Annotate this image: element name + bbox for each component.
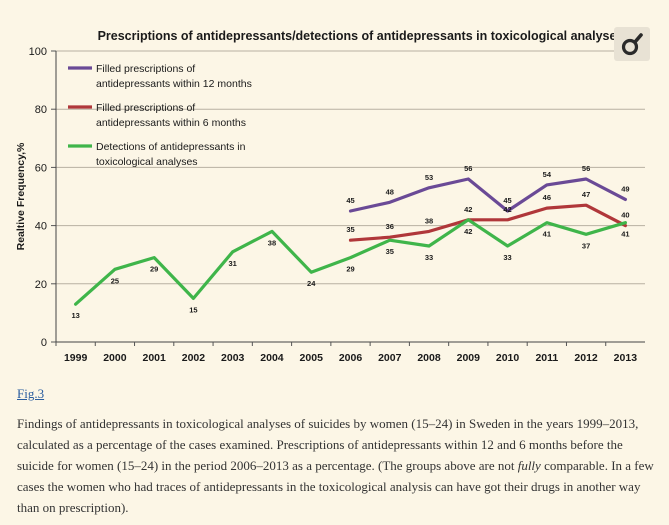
data-label: 36 bbox=[386, 222, 394, 231]
data-label: 38 bbox=[268, 238, 276, 247]
x-tick-label: 2005 bbox=[300, 352, 324, 364]
x-tick-label: 2007 bbox=[378, 352, 402, 364]
data-label: 33 bbox=[503, 253, 511, 262]
data-label: 53 bbox=[425, 173, 433, 182]
data-label: 35 bbox=[386, 247, 394, 256]
legend-label: Filled prescriptions of bbox=[96, 63, 195, 75]
data-label: 45 bbox=[503, 196, 511, 205]
data-label: 31 bbox=[229, 259, 237, 268]
data-label: 49 bbox=[621, 184, 629, 193]
x-tick-label: 2012 bbox=[574, 352, 598, 364]
series-line-1 bbox=[348, 177, 627, 213]
y-tick-label: 100 bbox=[29, 46, 47, 58]
x-tick-label: 2011 bbox=[535, 352, 558, 364]
chart-canvas: Prescriptions of antidepressants/detecti… bbox=[15, 29, 645, 364]
data-label: 25 bbox=[111, 276, 119, 285]
chart: Prescriptions of antidepressants/detecti… bbox=[0, 20, 669, 380]
data-label: 42 bbox=[503, 205, 511, 214]
chart-title: Prescriptions of antidepressants/detecti… bbox=[98, 29, 624, 43]
data-label: 47 bbox=[582, 190, 590, 199]
x-tick-label: 2000 bbox=[103, 352, 127, 364]
legend-label: toxicological analyses bbox=[96, 156, 198, 168]
data-label: 15 bbox=[189, 305, 197, 314]
data-label: 48 bbox=[386, 187, 394, 196]
caption-text-end: comparable. In a few cases the women who… bbox=[17, 458, 654, 515]
x-tick-label: 2008 bbox=[417, 352, 441, 364]
legend-label: Detections of antidepressants in bbox=[96, 141, 246, 153]
data-label: 40 bbox=[621, 211, 629, 220]
legend-label: Filled prescriptions of bbox=[96, 102, 195, 114]
data-label: 41 bbox=[621, 230, 629, 239]
y-axis-label: Realtive Frequency,% bbox=[15, 142, 27, 250]
magnify-button[interactable] bbox=[614, 27, 650, 61]
x-tick-label: 2002 bbox=[182, 352, 206, 364]
data-label: 35 bbox=[346, 225, 354, 234]
legend-label: antidepressants within 6 months bbox=[96, 117, 246, 129]
data-label: 54 bbox=[543, 170, 552, 179]
y-tick-label: 40 bbox=[35, 221, 47, 233]
data-label: 56 bbox=[582, 164, 590, 173]
data-label: 29 bbox=[150, 265, 158, 274]
figure-caption: Findings of antidepressants in toxicolog… bbox=[17, 413, 657, 518]
data-label: 38 bbox=[425, 216, 433, 225]
y-tick-label: 80 bbox=[35, 104, 47, 116]
data-label: 41 bbox=[543, 230, 551, 239]
x-tick-label: 2013 bbox=[614, 352, 638, 364]
caption-emphasis: fully bbox=[517, 458, 541, 473]
data-label: 29 bbox=[346, 265, 354, 274]
figure-link[interactable]: Fig.3 bbox=[17, 386, 45, 401]
y-tick-label: 60 bbox=[35, 162, 47, 174]
x-tick-label: 2009 bbox=[457, 352, 481, 364]
data-label: 24 bbox=[307, 279, 316, 288]
y-tick-label: 0 bbox=[41, 337, 47, 349]
legend-label: antidepressants within 12 months bbox=[96, 78, 252, 90]
data-label: 45 bbox=[346, 196, 354, 205]
data-label: 42 bbox=[464, 227, 472, 236]
x-tick-label: 2001 bbox=[142, 352, 166, 364]
x-tick-label: 2010 bbox=[496, 352, 520, 364]
y-tick-label: 20 bbox=[35, 279, 47, 291]
x-tick-label: 1999 bbox=[64, 352, 88, 364]
data-label: 56 bbox=[464, 164, 472, 173]
caption-text: Findings of antidepressants in toxicolog… bbox=[17, 416, 639, 473]
series-line-2 bbox=[348, 203, 627, 242]
data-label: 13 bbox=[71, 311, 79, 320]
data-label: 42 bbox=[464, 205, 472, 214]
x-tick-label: 2004 bbox=[260, 352, 284, 364]
data-label: 46 bbox=[543, 193, 551, 202]
magnify-icon bbox=[621, 33, 643, 56]
data-label: 37 bbox=[582, 241, 590, 250]
x-tick-label: 2003 bbox=[221, 352, 245, 364]
x-tick-label: 2006 bbox=[339, 352, 363, 364]
data-label: 33 bbox=[425, 253, 433, 262]
